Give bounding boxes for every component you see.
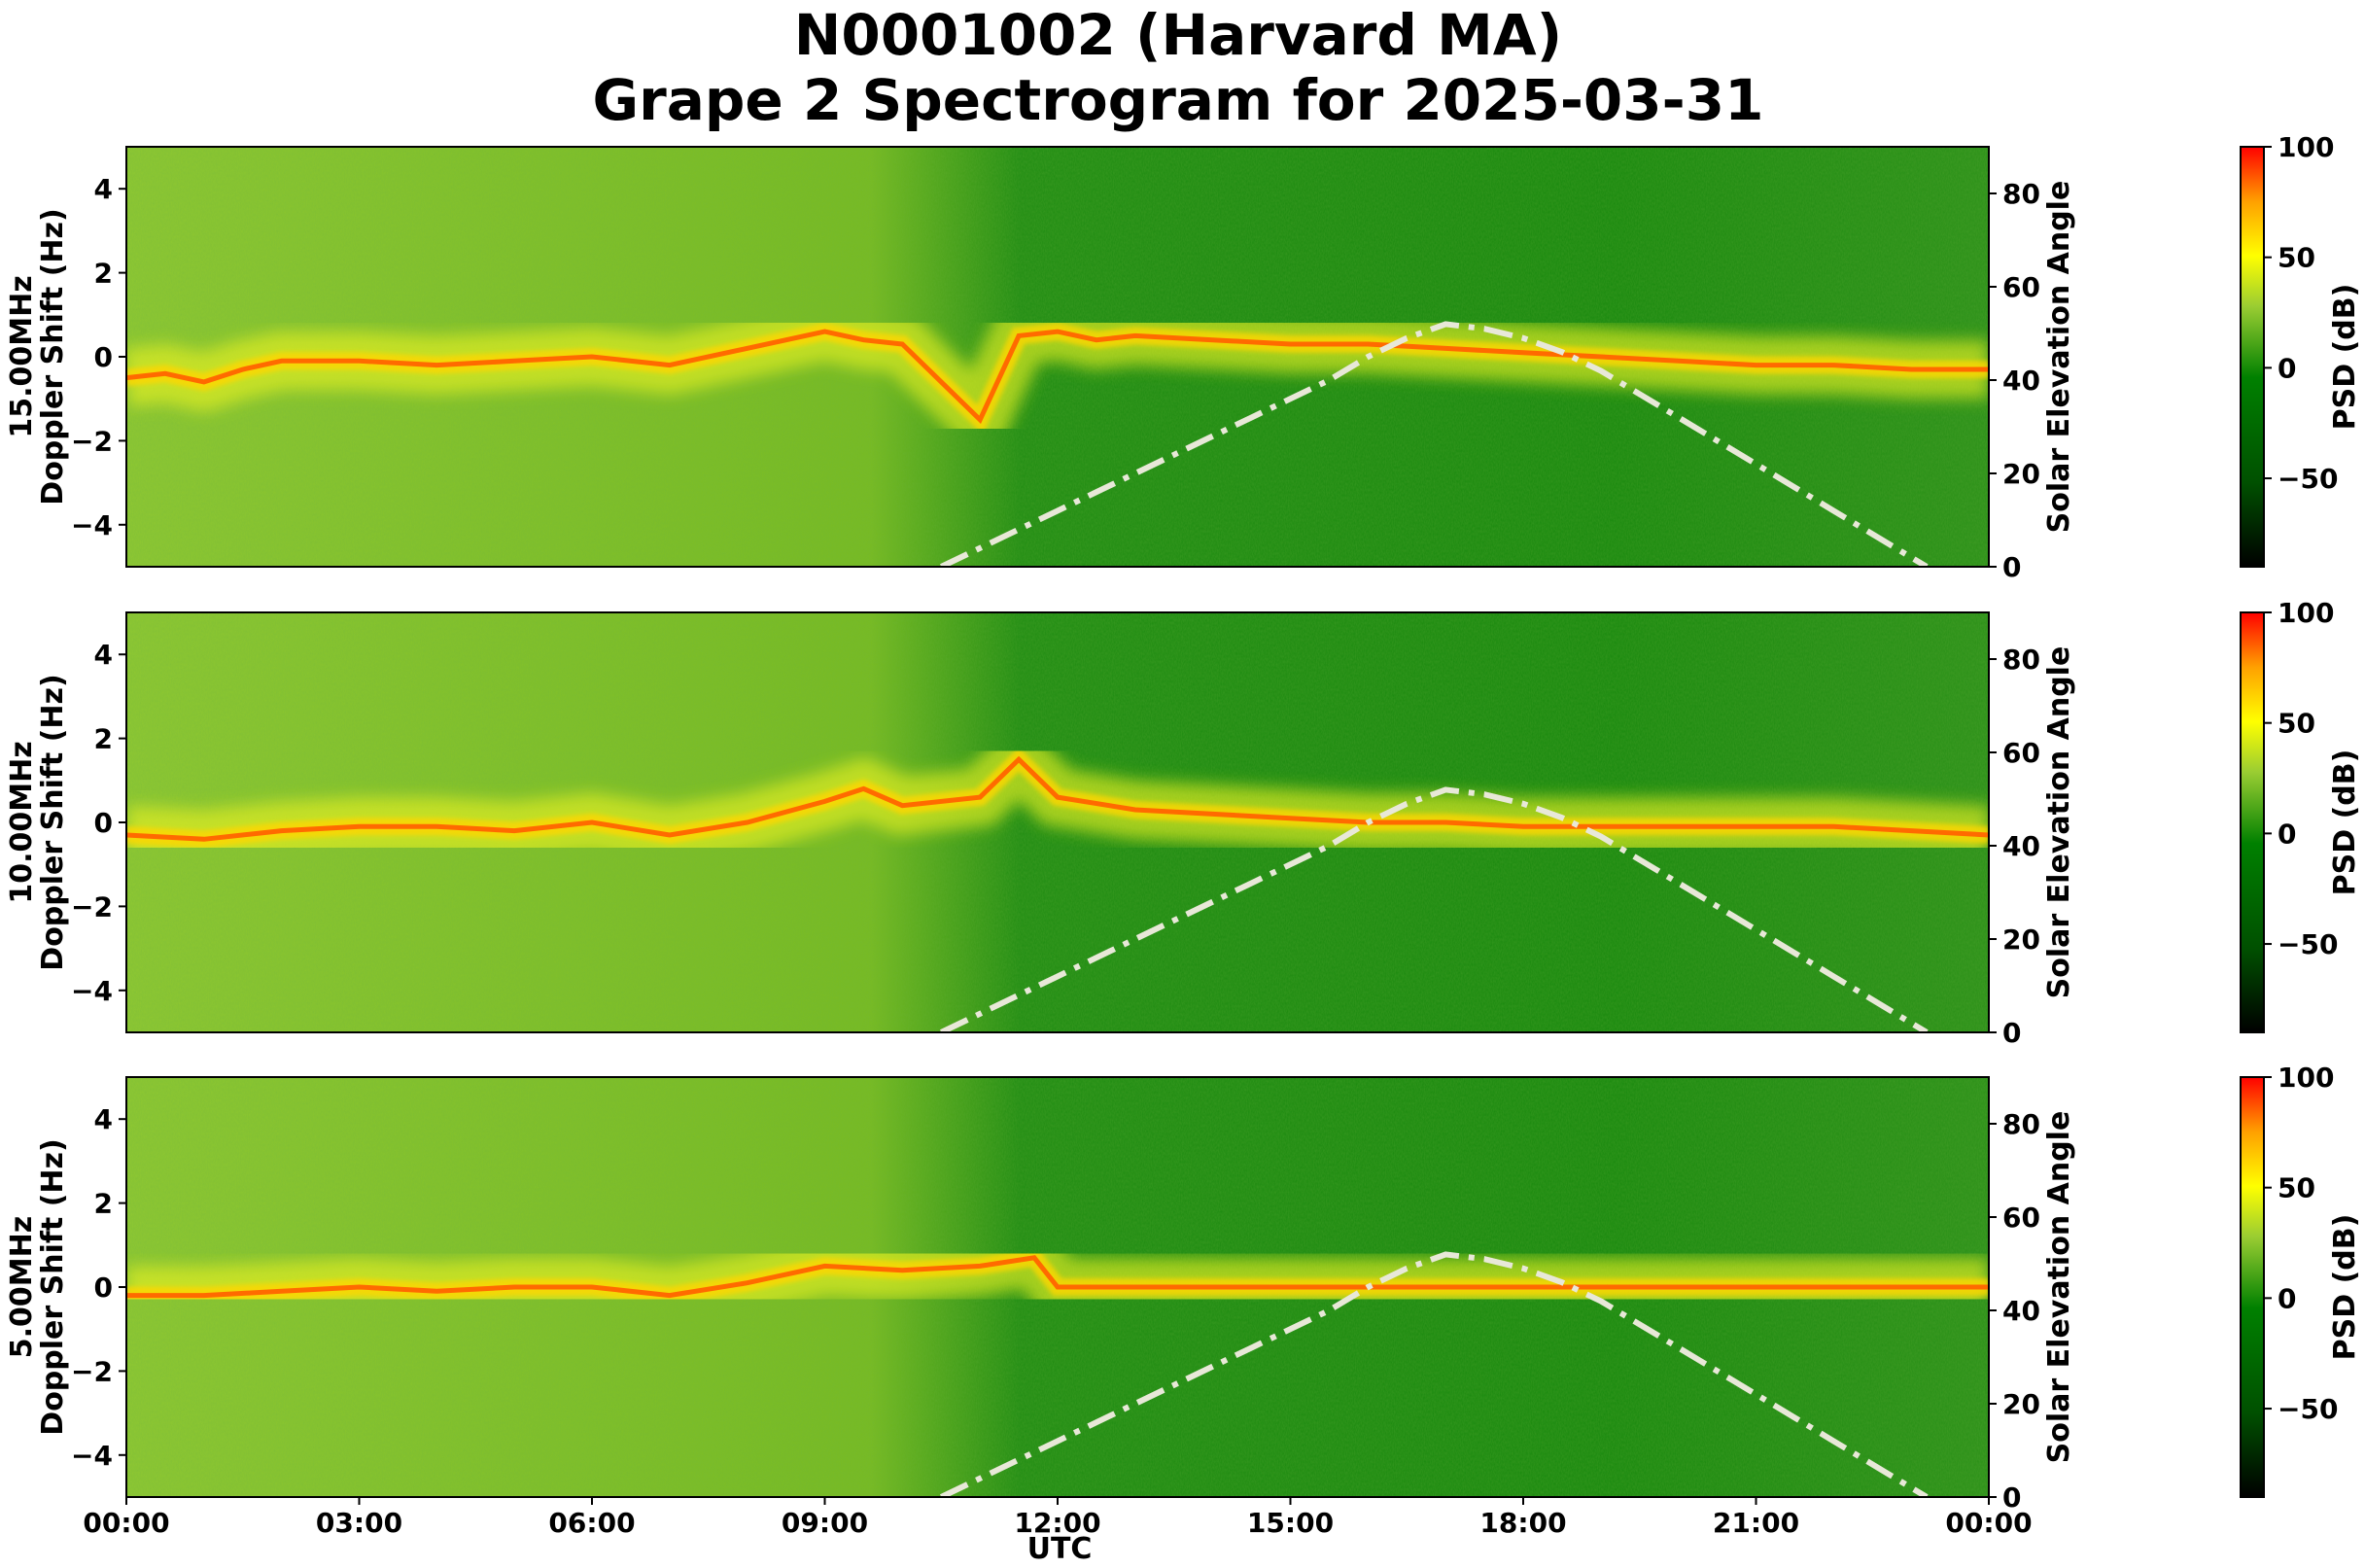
x-tick-label: 06:00 [548, 1507, 635, 1539]
colorbar-tick-label: 100 [2278, 597, 2334, 629]
y2-axis-label: Solar Elevation Angle [2042, 1111, 2076, 1464]
y-tick-label: 4 [94, 173, 113, 205]
colorbar-tick-label: 0 [2278, 1282, 2296, 1314]
y2-tick-label: 60 [2002, 1202, 2040, 1234]
y-tick-label: 0 [94, 1272, 113, 1304]
y2-tick-label: 20 [2002, 923, 2040, 956]
x-tick-label: 00:00 [83, 1507, 169, 1539]
colorbar-tick-label: 0 [2278, 818, 2296, 850]
x-tick-label: 03:00 [316, 1507, 402, 1539]
frequency-label: 15.00MHz [5, 275, 39, 437]
y2-tick-label: 80 [2002, 178, 2040, 210]
y-tick-label: −4 [71, 509, 113, 541]
x-tick-label: 09:00 [782, 1507, 868, 1539]
carrier-trace [126, 329, 1989, 425]
y-tick-label: 2 [94, 258, 113, 290]
solar-elevation-curve [939, 1251, 1929, 1497]
y-tick-label: −4 [71, 975, 113, 1007]
x-tick-label: 21:00 [1713, 1507, 1799, 1539]
y2-tick-label: 40 [2002, 830, 2040, 862]
y2-tick-label: 20 [2002, 1388, 2040, 1420]
x-tick-label: 00:00 [1945, 1507, 2032, 1539]
colorbar-tick-label: 100 [2278, 131, 2334, 163]
x-axis-utc: 00:00 03:00 06:00 09:00 12:00 15:00 18:00 21:00… [83, 1497, 2033, 1539]
solar-elevation-curve [939, 786, 1929, 1032]
chart-title-line1: N0001002 (Harvard MA) [794, 2, 1562, 68]
colorbar-tick-label: −50 [2278, 928, 2338, 960]
y-tick-label: −2 [71, 425, 113, 457]
y-tick-label: 0 [94, 341, 113, 373]
x-tick-label: 12:00 [1014, 1507, 1100, 1539]
colorbar-tick-label: −50 [2278, 463, 2338, 495]
y-tick-label: 2 [94, 723, 113, 755]
x-axis-label: UTC [1027, 1532, 1093, 1566]
y2-tick-label: 20 [2002, 458, 2040, 490]
x-tick-label: 15:00 [1247, 1507, 1334, 1539]
y2-axis-label: Solar Elevation Angle [2042, 646, 2076, 999]
y-axis-label: Doppler Shift (Hz) [36, 208, 70, 505]
y2-tick-label: 0 [2002, 1481, 2021, 1514]
colorbar [2240, 611, 2265, 1033]
y-axis-label: Doppler Shift (Hz) [36, 1138, 70, 1435]
spectrogram-plot-area [126, 147, 1989, 567]
colorbar-tick-label: 0 [2278, 352, 2296, 384]
y2-tick-label: 60 [2002, 737, 2040, 769]
colorbar-tick-label: 50 [2278, 708, 2315, 740]
y2-axis-label: Solar Elevation Angle [2042, 181, 2076, 534]
solar-elevation-curve [939, 321, 1929, 567]
colorbar-tick-label: 100 [2278, 1062, 2334, 1094]
x-tick-label: 18:00 [1479, 1507, 1566, 1539]
colorbar-label: PSD (dB) [2328, 1214, 2362, 1361]
colorbar-label: PSD (dB) [2328, 284, 2362, 431]
colorbar-tick-label: 50 [2278, 242, 2315, 274]
y2-tick-label: 80 [2002, 644, 2040, 676]
spectrogram-plot-area [126, 612, 1989, 1032]
colorbar-tick-label: −50 [2278, 1393, 2338, 1425]
spectrogram-plot-area [126, 1077, 1989, 1497]
y-tick-label: −2 [71, 1355, 113, 1387]
colorbar-tick-label: 50 [2278, 1172, 2315, 1204]
carrier-trace [126, 1255, 1989, 1299]
colorbar-label: PSD (dB) [2328, 749, 2362, 896]
y-tick-label: −2 [71, 890, 113, 923]
y-tick-label: −4 [71, 1440, 113, 1472]
y2-tick-label: 80 [2002, 1108, 2040, 1140]
chart-title-line2: Grape 2 Spectrogram for 2025-03-31 [593, 67, 1764, 133]
y-tick-label: 4 [94, 1103, 113, 1135]
carrier-trace [126, 755, 1989, 842]
y-tick-label: 0 [94, 807, 113, 839]
frequency-label: 5.00MHz [5, 1216, 39, 1358]
frequency-label: 10.00MHz [5, 741, 39, 903]
y2-tick-label: 40 [2002, 365, 2040, 397]
y-axis-label: Doppler Shift (Hz) [36, 674, 70, 970]
y2-tick-label: 0 [2002, 551, 2021, 583]
y2-tick-label: 0 [2002, 1017, 2021, 1049]
colorbar [2240, 146, 2265, 568]
y-tick-label: 4 [94, 639, 113, 671]
y2-tick-label: 60 [2002, 271, 2040, 303]
y2-tick-label: 40 [2002, 1295, 2040, 1327]
y-tick-label: 2 [94, 1188, 113, 1220]
colorbar [2240, 1076, 2265, 1498]
